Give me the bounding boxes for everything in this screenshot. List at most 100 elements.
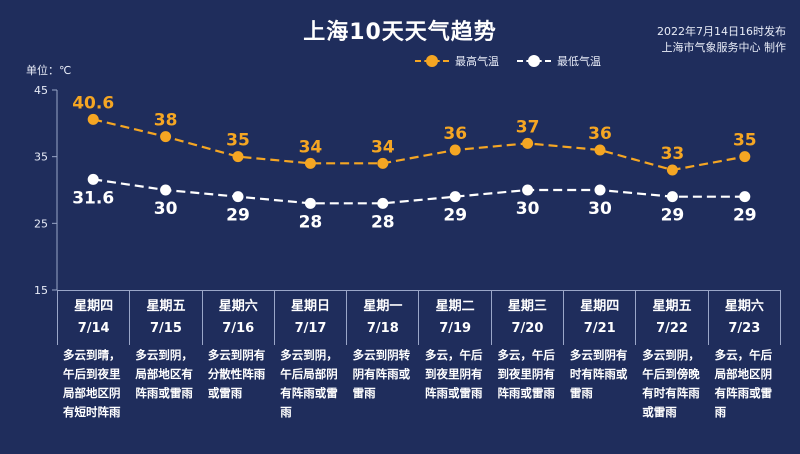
day-header-2: 星期五 7/15	[129, 291, 201, 345]
weekday-label: 星期日	[291, 299, 331, 314]
legend-item-low: 最低气温	[517, 53, 601, 69]
day-header-5: 星期一 7/18	[346, 291, 418, 345]
low-temp-line	[93, 178, 745, 205]
low-temp-point	[377, 197, 389, 209]
legend-high-marker-icon	[415, 54, 449, 68]
y-tick-label: 15	[34, 284, 48, 297]
date-label: 7/17	[294, 321, 327, 336]
low-temp-label: 29	[443, 206, 467, 226]
weekday-label: 星期六	[724, 299, 764, 314]
day-header-9: 星期五 7/22	[635, 291, 707, 345]
high-temp-point	[594, 144, 606, 156]
high-temp-point	[304, 157, 316, 169]
date-label: 7/14	[77, 321, 110, 336]
forecast-desc-1: 多云到晴，午后到夜里局部地区阴有短时阵雨	[63, 348, 121, 419]
high-temp-point	[522, 137, 534, 149]
weekday-label: 星期五	[146, 299, 186, 314]
low-temp-label: 31.6	[72, 188, 114, 208]
publish-time: 2022年7月14日16时发布	[657, 25, 786, 38]
low-temp-point	[232, 191, 244, 203]
low-temp-point	[160, 184, 172, 196]
forecast-desc-4: 多云到阴，午后局部阴有阵雨或雷雨	[280, 348, 338, 419]
day-header-10: 星期六 7/23	[707, 291, 781, 345]
low-temp-point	[522, 184, 534, 196]
legend-high-label: 最高气温	[455, 55, 499, 68]
forecast-desc-7: 多云，午后到夜里阴有阵雨或雷雨	[497, 348, 555, 400]
low-temp-label: 29	[226, 206, 250, 226]
high-temp-label: 35	[226, 131, 250, 151]
legend-item-high: 最高气温	[415, 53, 499, 69]
high-temp-label: 36	[443, 124, 467, 144]
date-label: 7/20	[511, 321, 544, 336]
low-temp-point	[594, 184, 606, 196]
high-temp-point	[87, 113, 99, 125]
day-header-7: 星期三 7/20	[490, 291, 563, 345]
high-temp-label: 38	[154, 111, 178, 131]
date-label: 7/22	[656, 321, 688, 336]
low-temp-point	[87, 173, 99, 185]
legend-low-marker-icon	[517, 54, 551, 68]
weekday-label: 星期五	[652, 299, 692, 314]
high-temp-label: 34	[299, 137, 323, 157]
date-label: 7/23	[728, 321, 761, 336]
forecast-description-row: 多云到晴，午后到夜里局部地区阴有短时阵雨 多云到阴，局部地区有阵雨或雷雨 多云到…	[57, 346, 781, 450]
low-temp-point	[666, 191, 678, 203]
low-temp-point	[449, 191, 461, 203]
day-header-1: 星期四 7/14	[57, 291, 129, 345]
low-temp-label: 30	[588, 199, 612, 219]
weekday-label: 星期一	[363, 299, 403, 314]
forecast-desc-3: 多云到阴有分散性阵雨或雷雨	[207, 348, 266, 400]
weekday-label: 星期四	[580, 299, 620, 314]
y-tick-label: 25	[34, 217, 48, 230]
forecast-desc-9: 多云到阴，午后到傍晚有时有阵雨或雷雨	[642, 348, 700, 419]
date-label: 7/21	[583, 321, 616, 336]
forecast-desc-5: 多云到阴转阴有阵雨或雷雨	[352, 348, 411, 400]
high-temp-point	[232, 151, 244, 163]
high-temp-label: 33	[661, 144, 685, 164]
high-temp-point	[739, 151, 751, 163]
day-header-6: 星期二 7/19	[418, 291, 490, 345]
publish-info: 2022年7月14日16时发布 上海市气象服务中心 制作	[657, 24, 786, 56]
publisher: 上海市气象服务中心 制作	[661, 41, 787, 54]
date-label: 7/19	[439, 321, 472, 336]
weekday-label: 星期三	[507, 299, 547, 314]
date-label: 7/16	[222, 321, 255, 336]
weekday-label: 星期四	[74, 299, 114, 314]
high-temp-label: 36	[588, 124, 612, 144]
high-temp-point	[377, 157, 389, 169]
weekday-label: 星期六	[218, 299, 258, 314]
weekday-label: 星期二	[435, 299, 475, 314]
high-temp-point	[449, 144, 461, 156]
low-temp-label: 28	[299, 212, 323, 232]
high-temp-label: 35	[733, 131, 757, 151]
day-header-8: 星期四 7/21	[563, 291, 635, 345]
day-header-4: 星期日 7/17	[273, 291, 346, 345]
day-header-row: 星期四 7/14 星期五 7/15 星期六 7/16 星期日 7/17 星期一 7/18 …	[57, 290, 781, 345]
legend-low-label: 最低气温	[557, 55, 601, 68]
high-temp-line	[92, 118, 745, 172]
chart-legend: 最高气温 最低气温	[415, 53, 619, 69]
low-temp-point	[739, 191, 751, 203]
page-title: 上海10天天气趋势	[303, 20, 497, 45]
high-temp-label: 37	[516, 117, 540, 137]
low-temp-label: 29	[661, 206, 685, 226]
forecast-desc-8: 多云到阴有时有阵雨或雷雨	[569, 348, 628, 400]
high-temp-label: 40.6	[72, 93, 114, 113]
low-temp-label: 30	[154, 199, 178, 219]
high-temp-point	[666, 164, 678, 176]
low-temp-point	[304, 197, 316, 209]
low-temp-label: 28	[371, 212, 395, 232]
forecast-desc-10: 多云，午后局部地区阴有阵雨或雷雨	[714, 348, 773, 419]
unit-label: 单位：℃	[26, 64, 72, 77]
y-tick-label: 35	[34, 151, 48, 164]
high-temp-label: 34	[371, 137, 395, 157]
forecast-desc-2: 多云到阴，局部地区有阵雨或雷雨	[135, 348, 193, 400]
date-label: 7/15	[150, 321, 182, 336]
y-tick-label: 45	[34, 84, 48, 97]
forecast-desc-6: 多云，午后到夜里阴有阵雨或雷雨	[425, 348, 483, 400]
low-temp-label: 29	[733, 206, 757, 226]
date-label: 7/18	[366, 321, 399, 336]
low-temp-label: 30	[516, 199, 540, 219]
high-temp-point	[160, 131, 172, 143]
